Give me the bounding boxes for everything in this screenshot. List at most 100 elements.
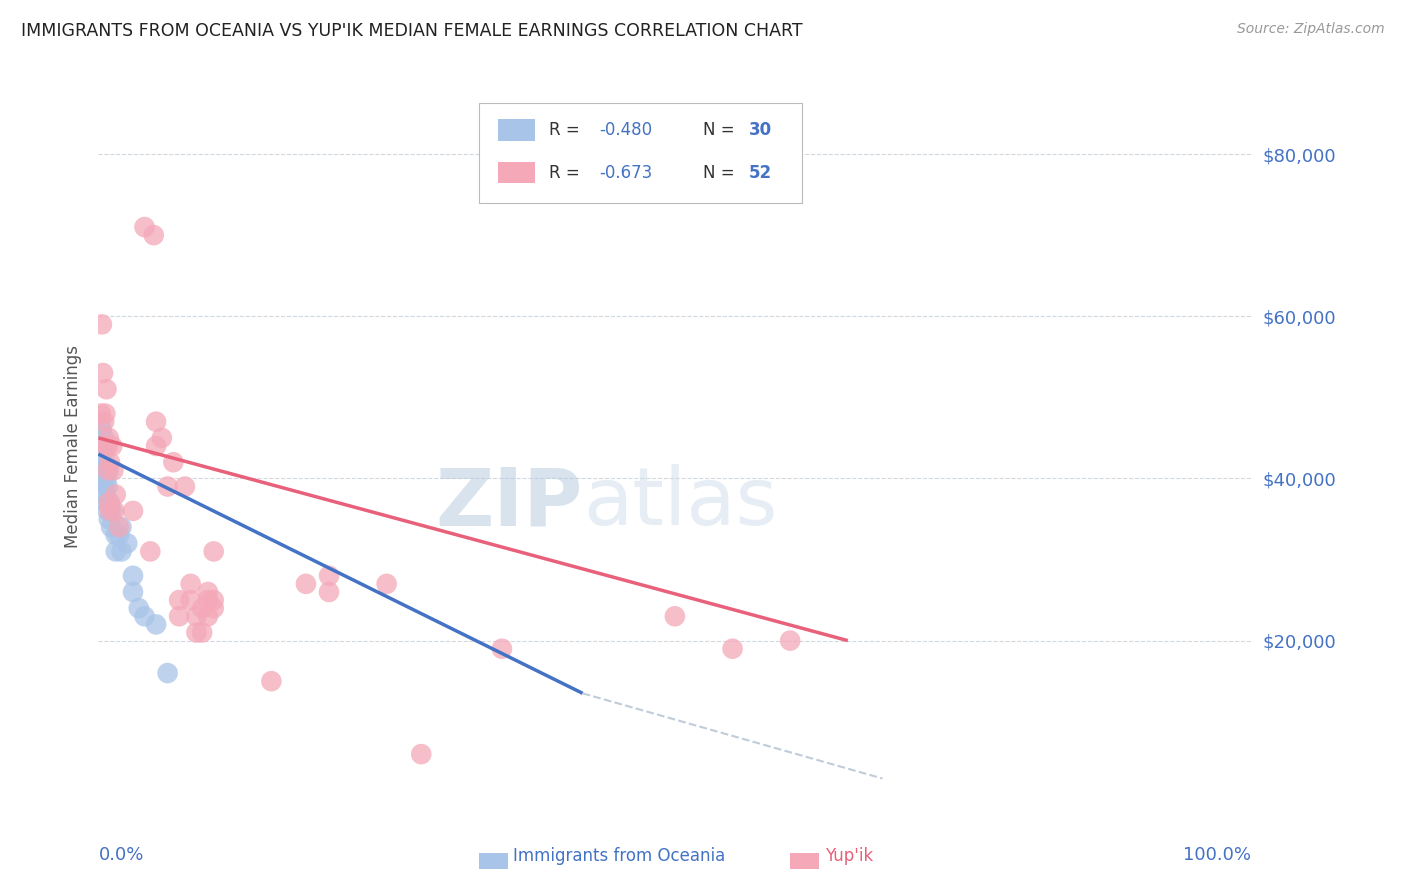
Point	[197, 593, 219, 607]
Point	[197, 585, 219, 599]
Point	[162, 455, 184, 469]
Point	[167, 593, 190, 607]
Point	[103, 463, 125, 477]
Text: N =: N =	[703, 164, 740, 182]
Point	[174, 479, 197, 493]
Point	[145, 415, 167, 429]
Point	[156, 666, 179, 681]
Point	[180, 593, 202, 607]
Point	[91, 463, 114, 477]
Point	[110, 544, 132, 558]
Point	[97, 496, 120, 510]
Point	[93, 431, 115, 445]
Text: IMMIGRANTS FROM OCEANIA VS YUP'IK MEDIAN FEMALE EARNINGS CORRELATION CHART: IMMIGRANTS FROM OCEANIA VS YUP'IK MEDIAN…	[21, 22, 803, 40]
Point	[122, 585, 145, 599]
Text: 52: 52	[748, 164, 772, 182]
Point	[491, 641, 513, 656]
Point	[202, 601, 225, 615]
Point	[90, 423, 112, 437]
Point	[91, 366, 114, 380]
Point	[90, 407, 112, 421]
Point	[186, 625, 208, 640]
Point	[108, 520, 131, 534]
Point	[779, 633, 801, 648]
Point	[97, 431, 120, 445]
Point	[94, 455, 117, 469]
Text: atlas: atlas	[582, 464, 778, 542]
Point	[90, 447, 112, 461]
Point	[191, 625, 214, 640]
Point	[108, 528, 131, 542]
FancyBboxPatch shape	[479, 103, 801, 203]
Point	[104, 544, 127, 558]
Point	[98, 504, 121, 518]
Point	[110, 520, 132, 534]
Text: 100.0%: 100.0%	[1184, 846, 1251, 863]
Y-axis label: Median Female Earnings: Median Female Earnings	[63, 344, 82, 548]
Point	[93, 415, 115, 429]
Point	[664, 609, 686, 624]
Point	[411, 747, 433, 761]
Point	[318, 585, 340, 599]
Point	[167, 609, 190, 624]
Point	[122, 568, 145, 582]
Point	[156, 479, 179, 493]
Point	[134, 609, 156, 624]
FancyBboxPatch shape	[479, 854, 508, 869]
Point	[139, 544, 162, 558]
Point	[96, 382, 118, 396]
FancyBboxPatch shape	[499, 120, 536, 141]
Point	[375, 577, 398, 591]
Point	[101, 439, 124, 453]
Point	[97, 512, 120, 526]
Point	[145, 439, 167, 453]
Text: Source: ZipAtlas.com: Source: ZipAtlas.com	[1237, 22, 1385, 37]
Text: ZIP: ZIP	[436, 464, 582, 542]
Point	[122, 504, 145, 518]
Point	[97, 504, 120, 518]
Text: Yup'ik: Yup'ik	[825, 847, 873, 865]
Point	[94, 407, 117, 421]
Point	[93, 479, 115, 493]
Point	[104, 528, 127, 542]
Point	[91, 439, 114, 453]
Point	[97, 463, 120, 477]
Point	[186, 609, 208, 624]
Point	[100, 520, 122, 534]
Point	[96, 471, 118, 485]
Point	[103, 504, 125, 518]
Point	[96, 439, 118, 453]
Point	[134, 220, 156, 235]
Point	[202, 593, 225, 607]
FancyBboxPatch shape	[499, 162, 536, 184]
Point	[142, 228, 165, 243]
Point	[295, 577, 318, 591]
Text: 30: 30	[748, 121, 772, 139]
Point	[202, 544, 225, 558]
Text: 0.0%: 0.0%	[98, 846, 143, 863]
Point	[101, 504, 124, 518]
Point	[191, 601, 214, 615]
Text: R =: R =	[550, 121, 585, 139]
Point	[98, 455, 121, 469]
Point	[260, 674, 283, 689]
Point	[117, 536, 138, 550]
Point	[318, 568, 340, 582]
Point	[94, 488, 117, 502]
Point	[197, 609, 219, 624]
Text: -0.480: -0.480	[599, 121, 652, 139]
Point	[104, 488, 127, 502]
Point	[150, 431, 173, 445]
Point	[98, 496, 121, 510]
Point	[97, 463, 120, 477]
Point	[96, 496, 118, 510]
FancyBboxPatch shape	[790, 854, 818, 869]
Text: -0.673: -0.673	[599, 164, 652, 182]
Point	[145, 617, 167, 632]
Point	[97, 439, 120, 453]
Point	[90, 318, 112, 332]
Point	[180, 577, 202, 591]
Text: R =: R =	[550, 164, 585, 182]
Point	[128, 601, 150, 615]
Point	[90, 415, 112, 429]
